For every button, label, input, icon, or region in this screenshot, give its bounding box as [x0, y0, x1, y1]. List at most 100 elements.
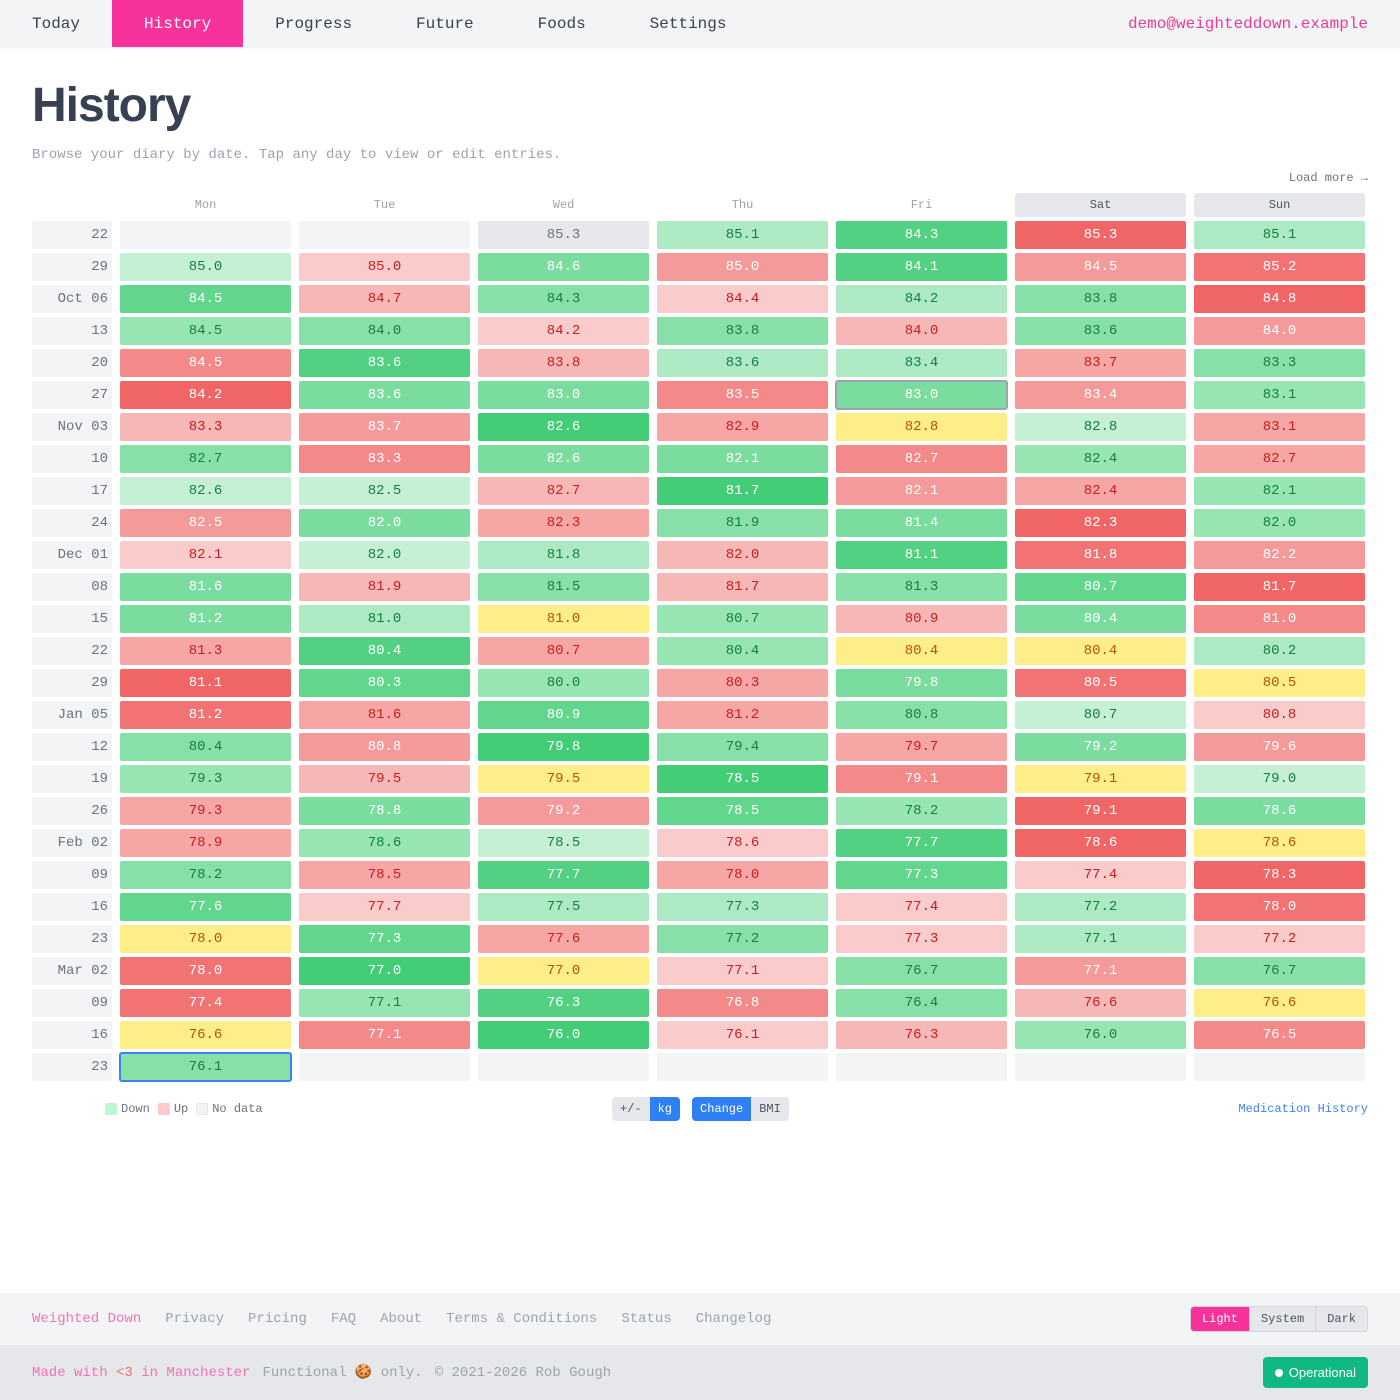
day-cell[interactable]: 84.5 [120, 285, 291, 313]
footer-brand-link[interactable]: Weighted Down [32, 1311, 142, 1327]
day-cell-empty[interactable] [478, 1053, 649, 1081]
day-cell[interactable]: 79.7 [836, 733, 1007, 761]
day-cell[interactable]: 82.4 [1015, 477, 1186, 505]
day-cell[interactable]: 76.7 [836, 957, 1007, 985]
day-cell[interactable]: 77.1 [1015, 957, 1186, 985]
day-cell[interactable]: 77.7 [836, 829, 1007, 857]
footer-link-privacy[interactable]: Privacy [165, 1311, 225, 1327]
day-cell[interactable]: 80.5 [1015, 669, 1186, 697]
day-cell[interactable]: 84.7 [299, 285, 470, 313]
day-cell[interactable]: 83.7 [299, 413, 470, 441]
day-cell[interactable]: 82.3 [478, 509, 649, 537]
day-cell[interactable]: 81.8 [1015, 541, 1186, 569]
day-cell[interactable]: 82.0 [657, 541, 828, 569]
day-cell[interactable]: 81.7 [657, 477, 828, 505]
mode-option-bmi[interactable]: BMI [751, 1097, 789, 1121]
day-cell[interactable]: 77.3 [836, 925, 1007, 953]
day-cell-empty[interactable] [120, 221, 291, 249]
day-cell[interactable]: 78.5 [657, 797, 828, 825]
day-cell[interactable]: 82.6 [120, 477, 291, 505]
day-cell[interactable]: 82.5 [299, 477, 470, 505]
day-cell[interactable]: 84.2 [478, 317, 649, 345]
day-cell[interactable]: 78.8 [299, 797, 470, 825]
day-cell[interactable]: 81.2 [657, 701, 828, 729]
day-cell[interactable]: 76.0 [478, 1021, 649, 1049]
day-cell[interactable]: 82.8 [1015, 413, 1186, 441]
theme-option-light[interactable]: Light [1190, 1307, 1249, 1331]
day-cell[interactable]: 84.0 [1194, 317, 1365, 345]
day-cell[interactable]: 78.3 [1194, 861, 1365, 889]
day-cell[interactable]: 78.5 [478, 829, 649, 857]
day-cell[interactable]: 85.0 [657, 253, 828, 281]
day-cell[interactable]: 81.9 [299, 573, 470, 601]
day-cell[interactable]: 83.8 [1015, 285, 1186, 313]
day-cell[interactable]: 77.4 [836, 893, 1007, 921]
day-cell[interactable]: 81.9 [657, 509, 828, 537]
day-cell[interactable]: 78.9 [120, 829, 291, 857]
day-cell[interactable]: 84.3 [836, 221, 1007, 249]
day-cell[interactable]: 83.6 [299, 381, 470, 409]
day-cell[interactable]: 80.7 [1015, 701, 1186, 729]
footer-link-status[interactable]: Status [621, 1311, 672, 1327]
day-cell[interactable]: 76.6 [1015, 989, 1186, 1017]
day-cell[interactable]: 82.7 [1194, 445, 1365, 473]
day-cell[interactable]: 80.3 [657, 669, 828, 697]
day-cell[interactable]: 81.1 [836, 541, 1007, 569]
day-cell[interactable]: 80.0 [478, 669, 649, 697]
day-cell[interactable]: 77.2 [657, 925, 828, 953]
day-cell[interactable]: 77.3 [836, 861, 1007, 889]
theme-option-system[interactable]: System [1248, 1307, 1316, 1331]
day-cell[interactable]: 80.3 [299, 669, 470, 697]
day-cell[interactable]: 77.1 [657, 957, 828, 985]
day-cell[interactable]: 83.5 [657, 381, 828, 409]
day-cell[interactable]: 81.4 [836, 509, 1007, 537]
day-cell[interactable]: 82.7 [478, 477, 649, 505]
day-cell[interactable]: 76.3 [478, 989, 649, 1017]
day-cell[interactable]: 80.8 [1194, 701, 1365, 729]
day-cell[interactable]: 76.6 [120, 1021, 291, 1049]
day-cell[interactable]: 82.8 [836, 413, 1007, 441]
day-cell[interactable]: 82.0 [1194, 509, 1365, 537]
day-cell[interactable]: 85.0 [299, 253, 470, 281]
day-cell[interactable]: 85.1 [1194, 221, 1365, 249]
day-cell[interactable]: 84.0 [836, 317, 1007, 345]
day-cell[interactable]: 77.7 [299, 893, 470, 921]
day-cell[interactable]: 78.5 [299, 861, 470, 889]
day-cell[interactable]: 82.3 [1015, 509, 1186, 537]
day-cell[interactable]: 83.3 [1194, 349, 1365, 377]
day-cell[interactable]: 79.4 [657, 733, 828, 761]
day-cell[interactable]: 80.4 [1015, 605, 1186, 633]
day-cell[interactable]: 78.2 [836, 797, 1007, 825]
day-cell[interactable]: 76.5 [1194, 1021, 1365, 1049]
day-cell[interactable]: 84.2 [120, 381, 291, 409]
day-cell[interactable]: 81.0 [299, 605, 470, 633]
day-cell[interactable]: 82.7 [120, 445, 291, 473]
day-cell[interactable]: 82.1 [657, 445, 828, 473]
day-cell[interactable]: 79.2 [1015, 733, 1186, 761]
day-cell[interactable]: 81.0 [478, 605, 649, 633]
medication-history-link[interactable]: Medication History [1238, 1102, 1368, 1116]
day-cell[interactable]: 78.0 [120, 925, 291, 953]
day-cell-empty[interactable] [299, 1053, 470, 1081]
day-cell[interactable]: 77.6 [478, 925, 649, 953]
day-cell[interactable]: 80.5 [1194, 669, 1365, 697]
day-cell[interactable]: 84.5 [120, 349, 291, 377]
day-cell[interactable]: 85.0 [120, 253, 291, 281]
day-cell[interactable]: 76.3 [836, 1021, 1007, 1049]
day-cell[interactable]: 77.4 [1015, 861, 1186, 889]
footer-link-changelog[interactable]: Changelog [695, 1311, 772, 1327]
day-cell[interactable]: 81.2 [120, 701, 291, 729]
day-cell[interactable]: 78.5 [657, 765, 828, 793]
day-cell[interactable]: 78.2 [120, 861, 291, 889]
day-cell[interactable]: 80.8 [836, 701, 1007, 729]
day-cell[interactable]: 83.1 [1194, 381, 1365, 409]
day-cell[interactable]: 80.4 [1015, 637, 1186, 665]
day-cell[interactable]: 83.6 [299, 349, 470, 377]
day-cell[interactable]: 80.9 [478, 701, 649, 729]
day-cell[interactable]: 82.6 [478, 445, 649, 473]
nav-progress[interactable]: Progress [275, 14, 353, 33]
day-cell[interactable]: 84.5 [120, 317, 291, 345]
day-cell[interactable]: 81.3 [836, 573, 1007, 601]
day-cell[interactable]: 79.5 [478, 765, 649, 793]
day-cell[interactable]: 82.6 [478, 413, 649, 441]
